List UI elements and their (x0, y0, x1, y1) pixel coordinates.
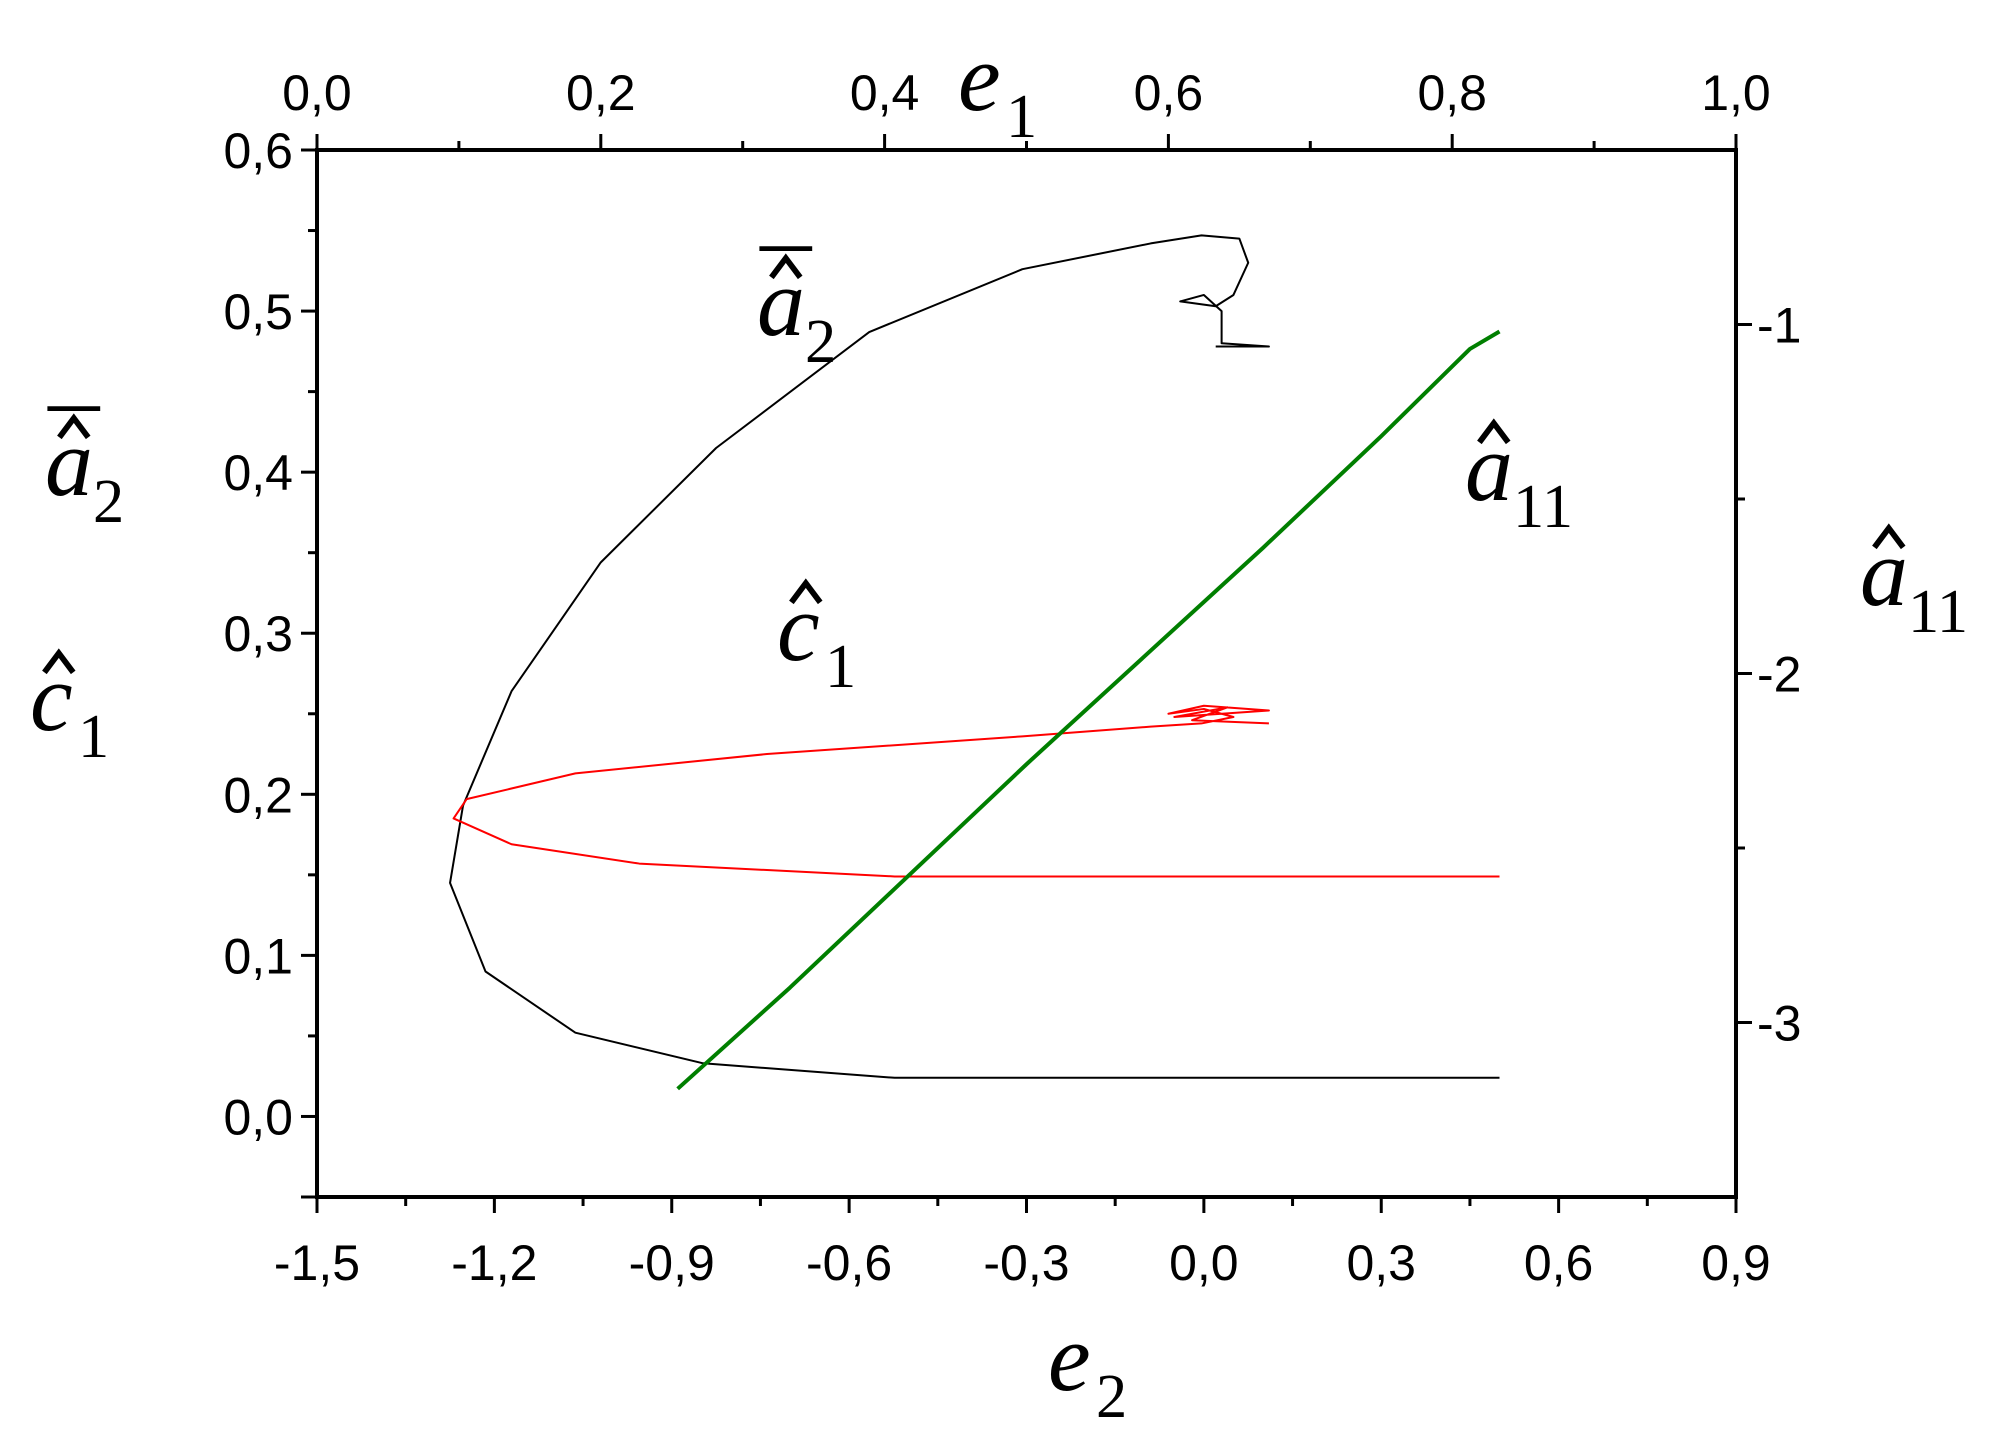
x-tick-label: -1,5 (274, 1235, 360, 1291)
top-tick-label: 0,0 (282, 65, 352, 121)
top-tick-label: 0,4 (850, 65, 920, 121)
top-axis-title-base: e (958, 24, 1001, 131)
right-axis-title: a 11 (1860, 519, 1968, 646)
top-tick-label: 1,0 (1701, 65, 1771, 121)
series-a11-hat (676, 329, 1501, 1091)
y-tick-label: 0,2 (223, 767, 293, 823)
bottom-axis-title-base: e (1048, 1304, 1091, 1411)
hat-accent (42, 648, 76, 675)
x-tick-label: -0,3 (983, 1235, 1069, 1291)
ticks (301, 134, 1752, 1213)
annotation-a11: a 11 (1465, 414, 1573, 541)
plot-frame (315, 148, 1738, 1199)
x-tick-label: -0,6 (806, 1235, 892, 1291)
right-tick-label: -2 (1757, 647, 1801, 703)
x-tick-label: 0,6 (1524, 1235, 1594, 1291)
x-tick-label: 0,3 (1346, 1235, 1416, 1291)
y-tick-label: 0,4 (223, 445, 293, 501)
series-a2-bar-hat (449, 234, 1500, 1079)
series (449, 234, 1501, 1091)
y-tick-label: 0,1 (223, 928, 293, 984)
y-tick-label: 0,5 (223, 284, 293, 340)
top-tick-label: 0,8 (1417, 65, 1487, 121)
y-tick-label: 0,0 (223, 1089, 293, 1145)
left-axis-title-c1-subscript: 1 (78, 702, 109, 771)
top-tick-label: 0,2 (566, 65, 636, 121)
hat-accent (789, 578, 823, 605)
annotation-a2-subscript: 2 (805, 307, 836, 376)
x-tick-label: -0,9 (629, 1235, 715, 1291)
x-tick-label: 0,9 (1701, 1235, 1771, 1291)
bottom-axis-title-subscript: 2 (1096, 1362, 1127, 1431)
labels: -1,5 -1,2 -0,9 -0,6 -0,3 0,0 0,3 0,6 0,9 0,0 0,2 0,… (30, 24, 1968, 1431)
left-axis-title-a2-subscript: 2 (93, 467, 124, 536)
right-tick-label: -1 (1757, 298, 1801, 354)
y-tick-label: 0,6 (223, 123, 293, 179)
right-axis-title-subscript: 11 (1908, 577, 1968, 646)
x-tick-label: -1,2 (451, 1235, 537, 1291)
hat-accent (1872, 523, 1906, 550)
x-tick-label: 0,0 (1169, 1235, 1239, 1291)
y-tick-label: 0,3 (223, 606, 293, 662)
hat-accent (1477, 418, 1511, 445)
top-tick-label: 0,6 (1134, 65, 1204, 121)
hat-accent (769, 253, 803, 280)
annotation-c1-subscript: 1 (825, 632, 856, 701)
annotation-a11-subscript: 11 (1513, 472, 1573, 541)
hat-accent (57, 413, 91, 440)
top-axis-title-subscript: 1 (1006, 82, 1037, 151)
right-tick-label: -3 (1757, 996, 1801, 1052)
series-c1-hat (452, 704, 1500, 878)
